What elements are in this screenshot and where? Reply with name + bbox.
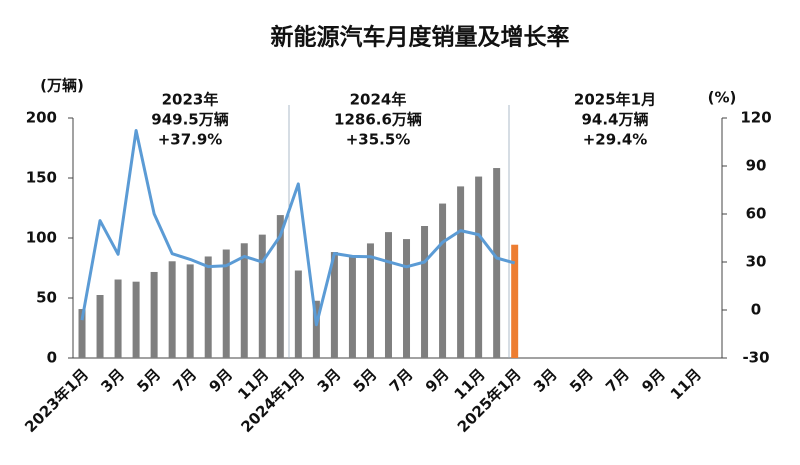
bar <box>384 232 392 358</box>
bar <box>276 215 284 358</box>
bar <box>132 281 140 358</box>
bar <box>114 279 122 358</box>
bar <box>240 243 248 358</box>
x-tick-label: 9月 <box>206 365 237 396</box>
y2-tick-label: 120 <box>740 109 771 127</box>
y-axis-label: (万辆) <box>40 77 84 95</box>
y-tick-label: 50 <box>36 289 57 307</box>
bar <box>312 300 320 358</box>
bar <box>366 243 374 358</box>
x-tick-label: 7月 <box>386 365 417 396</box>
chart-title: 新能源汽车月度销量及增长率 <box>271 24 570 51</box>
x-tick-label: 9月 <box>422 365 453 396</box>
annotation: 2023年 <box>162 91 219 109</box>
y2-tick-label: 60 <box>746 205 767 223</box>
bar <box>348 256 356 358</box>
y-tick-label: 0 <box>47 349 57 367</box>
annotation: 2024年 <box>350 91 407 109</box>
y2-tick-label: -30 <box>742 349 769 367</box>
annotation: +37.9% <box>158 131 223 149</box>
bar <box>493 168 501 358</box>
bar <box>186 264 194 358</box>
x-tick-label: 5月 <box>350 365 381 396</box>
annotation: 1286.6万辆 <box>334 111 422 129</box>
bar <box>475 176 483 358</box>
line <box>80 129 516 327</box>
x-tick-label: 3月 <box>97 365 128 396</box>
bar <box>457 186 465 358</box>
bar <box>330 252 338 358</box>
bar <box>150 271 158 358</box>
annotation: 949.5万辆 <box>151 111 228 129</box>
y2-axis-label: (%) <box>708 89 737 107</box>
y2-tick-label: 90 <box>746 157 767 175</box>
bar <box>439 203 447 358</box>
x-tick-label: 3月 <box>530 365 561 396</box>
y2-tick-label: 30 <box>746 253 767 271</box>
bar <box>78 309 86 358</box>
x-tick-label: 9月 <box>638 365 669 396</box>
annotation: +29.4% <box>583 131 648 149</box>
y-tick-label: 100 <box>26 229 57 247</box>
x-tick-label: 5月 <box>133 365 164 396</box>
x-tick-label: 3月 <box>314 365 345 396</box>
annotation: 2025年1月 <box>574 91 656 109</box>
bar <box>258 234 266 358</box>
x-tick-label: 7月 <box>169 365 200 396</box>
x-tick-label: 5月 <box>566 365 597 396</box>
x-tick-label: 2023年1月 <box>21 365 92 436</box>
y-tick-label: 200 <box>26 109 57 127</box>
bar <box>511 244 519 358</box>
bar <box>403 239 411 358</box>
annotation: 94.4万辆 <box>581 111 648 129</box>
y-tick-label: 150 <box>26 169 57 187</box>
bar <box>421 226 429 358</box>
bar <box>222 249 230 358</box>
annotation: +35.5% <box>346 131 411 149</box>
y2-tick-label: 0 <box>751 301 761 319</box>
bar <box>168 261 176 358</box>
x-tick-label: 11月 <box>667 365 705 403</box>
x-tick-label: 7月 <box>602 365 633 396</box>
bar <box>294 270 302 358</box>
bar <box>204 256 212 358</box>
bar <box>96 295 104 358</box>
